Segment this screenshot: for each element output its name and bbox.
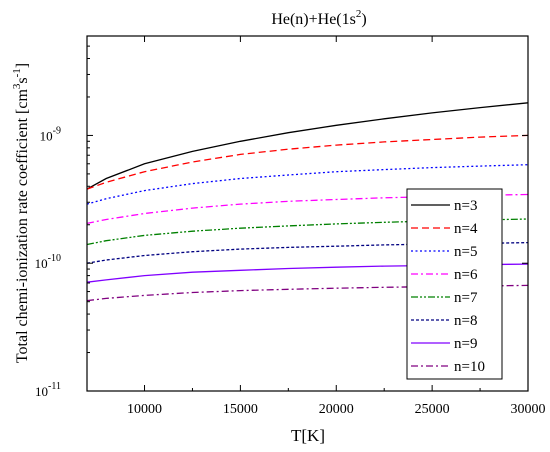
x-tick-label: 10000 — [127, 402, 162, 417]
legend-label-4: n=6 — [454, 267, 478, 283]
series-line-2 — [86, 134, 529, 190]
legend-label-2: n=4 — [454, 221, 478, 237]
legend-label-3: n=5 — [454, 244, 477, 260]
chart-title: He(n)+He(1s2) — [271, 8, 366, 28]
legend-label-8: n=10 — [454, 359, 485, 375]
plot-frame — [86, 35, 529, 392]
legend: n=3 n=4 n=5 n=6 n=7 n=8 n=9 n=10 — [406, 188, 503, 380]
x-tick-label: 25000 — [415, 402, 450, 417]
series-line-3 — [86, 164, 529, 205]
y-axis-label: Total chemi-ionization rate coefficient … — [11, 63, 31, 363]
x-tick-label: 30000 — [511, 402, 546, 417]
x-tick-label: 20000 — [319, 402, 354, 417]
y-tick-label: 10-9 — [40, 125, 61, 143]
y-tick-label: 10-11 — [35, 381, 61, 399]
legend-label-5: n=7 — [454, 290, 478, 306]
x-axis: 10000 15000 20000 25000 30000 — [127, 36, 546, 417]
x-tick-label: 15000 — [223, 402, 258, 417]
legend-box — [406, 188, 503, 380]
y-axis: 10-11 10-10 10-9 — [35, 45, 528, 399]
legend-label-6: n=8 — [454, 313, 477, 329]
x-axis-label: T[K] — [291, 426, 325, 445]
y-tick-label: 10-10 — [35, 253, 61, 271]
legend-label-1: n=3 — [454, 198, 477, 214]
legend-label-7: n=9 — [454, 336, 477, 352]
series-line-1 — [86, 102, 529, 190]
